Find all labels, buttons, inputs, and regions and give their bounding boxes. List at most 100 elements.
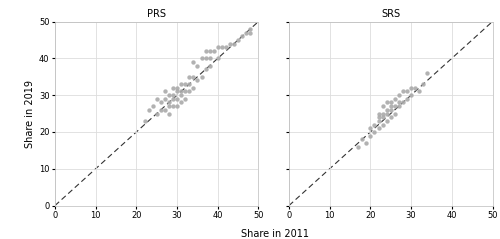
Point [181, 82, 189, 86]
Point [218, 45, 226, 49]
Point [378, 112, 386, 115]
Point [148, 104, 156, 108]
Point [395, 93, 403, 97]
Point [374, 112, 382, 115]
Point [173, 104, 181, 108]
Point [206, 49, 214, 53]
Point [374, 119, 382, 123]
Point [202, 67, 209, 71]
Point [165, 104, 173, 108]
Point [238, 34, 246, 38]
Point [370, 130, 378, 134]
Point [358, 137, 366, 141]
Point [407, 93, 415, 97]
Point [242, 31, 250, 34]
Point [169, 97, 177, 101]
Point [387, 101, 395, 104]
Point [152, 97, 160, 101]
Point [144, 108, 152, 112]
Point [230, 42, 238, 45]
Point [177, 101, 185, 104]
Point [173, 90, 181, 93]
Point [202, 49, 209, 53]
Point [181, 97, 189, 101]
Point [382, 108, 390, 112]
Point [424, 71, 432, 75]
Point [206, 56, 214, 60]
Point [177, 90, 185, 93]
Point [181, 90, 189, 93]
Point [202, 56, 209, 60]
Point [194, 78, 202, 82]
Point [246, 31, 254, 34]
Point [226, 42, 234, 45]
Point [198, 75, 205, 79]
Point [366, 134, 374, 137]
Text: Share in 2011: Share in 2011 [241, 229, 309, 239]
Point [214, 56, 222, 60]
Point [161, 108, 169, 112]
Point [403, 90, 411, 93]
Title: SRS: SRS [381, 9, 400, 19]
Point [194, 64, 202, 68]
Point [395, 101, 403, 104]
Point [378, 115, 386, 119]
Point [206, 64, 214, 68]
Point [407, 86, 415, 90]
Point [186, 75, 194, 79]
Title: PRS: PRS [147, 9, 166, 19]
Point [161, 90, 169, 93]
Point [399, 101, 407, 104]
Point [366, 126, 374, 130]
Point [374, 126, 382, 130]
Point [165, 101, 173, 104]
Point [391, 112, 399, 115]
Point [186, 82, 194, 86]
Point [382, 101, 390, 104]
Point [378, 123, 386, 126]
Point [354, 145, 362, 149]
Point [169, 104, 177, 108]
Point [387, 104, 395, 108]
Point [165, 112, 173, 115]
Point [198, 56, 205, 60]
Point [152, 112, 160, 115]
Y-axis label: Share in 2019: Share in 2019 [24, 80, 34, 147]
Point [190, 60, 198, 64]
Point [190, 86, 198, 90]
Point [387, 108, 395, 112]
Point [169, 86, 177, 90]
Point [378, 104, 386, 108]
Point [420, 82, 428, 86]
Point [411, 86, 419, 90]
Point [403, 97, 411, 101]
Point [157, 101, 165, 104]
Point [177, 82, 185, 86]
Point [186, 90, 194, 93]
Point [140, 119, 148, 123]
Point [415, 90, 423, 93]
Point [391, 104, 399, 108]
Point [173, 97, 181, 101]
Point [214, 45, 222, 49]
Point [157, 108, 165, 112]
Point [169, 93, 177, 97]
Point [382, 119, 390, 123]
Point [190, 75, 198, 79]
Point [246, 27, 254, 31]
Point [173, 86, 181, 90]
Point [382, 112, 390, 115]
Point [399, 90, 407, 93]
Point [395, 104, 403, 108]
Point [391, 97, 399, 101]
Point [165, 93, 173, 97]
Point [234, 38, 242, 42]
Point [387, 115, 395, 119]
Point [374, 115, 382, 119]
Point [362, 141, 370, 145]
Point [222, 45, 230, 49]
Point [177, 93, 185, 97]
Point [370, 123, 378, 126]
Point [210, 49, 218, 53]
Point [161, 97, 169, 101]
